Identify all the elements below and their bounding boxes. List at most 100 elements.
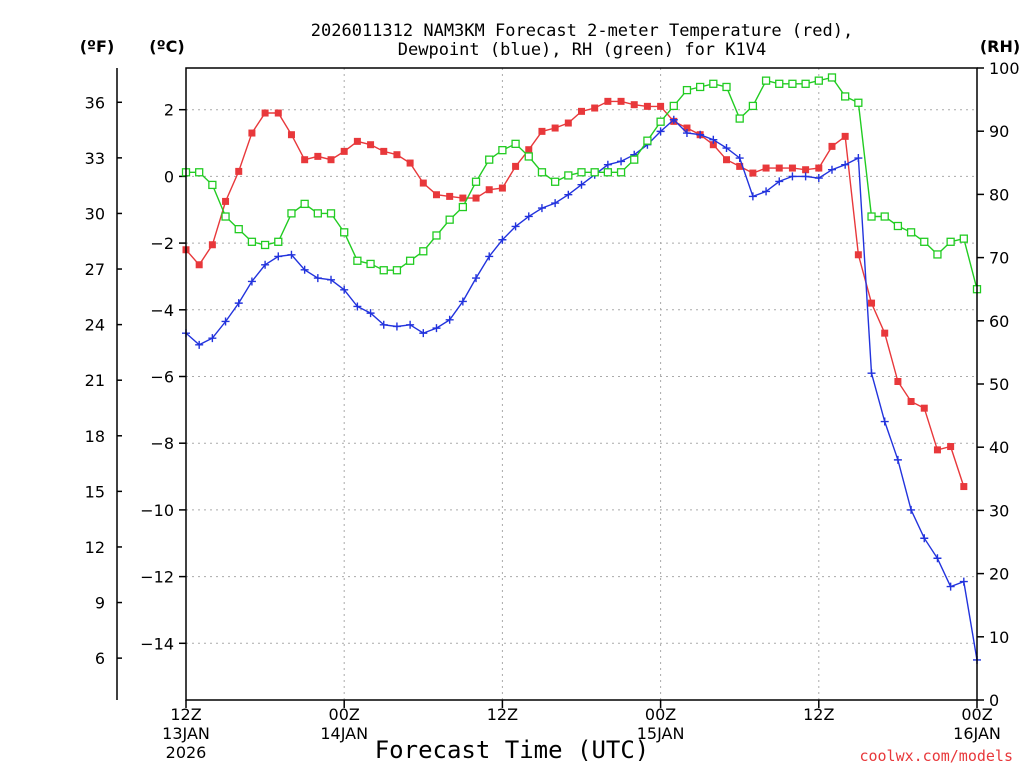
rh-tick-label: 50 <box>989 375 1009 394</box>
dewpoint-point <box>472 274 481 283</box>
rh-point <box>287 209 296 218</box>
rh-point <box>221 212 230 221</box>
rh-point <box>577 168 586 177</box>
dewpoint-point <box>313 274 322 283</box>
rh-point <box>682 85 692 95</box>
time-tick-date: 15JAN <box>637 724 685 743</box>
temperature-point <box>472 194 480 202</box>
dewpoint-point <box>656 127 665 136</box>
time-tick-hour: 12Z <box>803 705 834 724</box>
temperature-point <box>340 147 348 155</box>
temperature-point <box>327 156 335 164</box>
fahrenheit-tick-label: 21 <box>85 371 105 390</box>
rh-point <box>195 168 204 177</box>
rh-point <box>564 171 573 180</box>
time-tick-hour: 12Z <box>170 705 201 724</box>
rh-tick-label: 70 <box>989 249 1009 268</box>
dewpoint-point <box>353 302 362 311</box>
rh-point <box>946 237 955 246</box>
temperature-point <box>525 146 533 154</box>
dewpoint-point <box>485 252 494 261</box>
temperature-point <box>406 159 414 167</box>
rh-point <box>208 180 217 190</box>
fahrenheit-tick-label: 33 <box>85 149 105 168</box>
dewpoint-point <box>247 277 256 286</box>
rh-point <box>445 215 454 224</box>
rh-tick-label: 30 <box>989 501 1009 520</box>
dewpoint-point <box>221 317 230 326</box>
rh-point <box>630 155 639 164</box>
rh-point <box>788 79 797 88</box>
temperature-point <box>222 197 230 205</box>
dewpoint-point <box>551 199 560 208</box>
temperature-point <box>617 97 625 105</box>
dewpoint-point <box>340 285 349 294</box>
rh-point <box>656 117 665 126</box>
rh-point <box>880 212 889 221</box>
temperature-point <box>933 446 941 454</box>
rh-point <box>379 266 388 275</box>
dewpoint-point <box>920 534 929 543</box>
rh-point <box>419 247 428 256</box>
dewpoint-point <box>854 154 863 163</box>
temperature-point <box>749 169 757 177</box>
rh-point <box>300 199 309 209</box>
rh-point <box>247 237 257 246</box>
rh-point <box>761 76 771 85</box>
rh-tick-label: 10 <box>989 628 1009 647</box>
temperature-point <box>854 251 862 259</box>
temperature-point <box>894 377 902 385</box>
temperature-point <box>881 329 889 337</box>
dewpoint-point <box>933 554 942 563</box>
dewpoint-point <box>880 417 889 426</box>
dewpoint-point <box>366 309 375 318</box>
rh-axis-unit: (RH) <box>980 37 1020 56</box>
dewpoint-point <box>432 324 441 333</box>
dewpoint-point <box>801 172 810 181</box>
time-tick-hour: 00Z <box>961 705 992 724</box>
rh-tick-label: 0 <box>989 691 999 710</box>
temperature-point <box>485 186 493 194</box>
dewpoint-point <box>564 190 573 199</box>
temperature-point <box>815 164 823 172</box>
rh-point <box>603 168 613 177</box>
rh-point <box>933 250 942 259</box>
fahrenheit-tick-label: 15 <box>85 482 105 501</box>
rh-point <box>920 237 929 246</box>
rh-point <box>841 92 850 101</box>
rh-point <box>485 155 494 164</box>
temperature-point <box>591 104 599 112</box>
dewpoint-point <box>696 130 705 139</box>
celsius-tick-label: −6 <box>150 367 174 386</box>
dewpoint-point <box>762 187 771 196</box>
dewpoint-point <box>287 250 296 259</box>
time-tick-date: 16JAN <box>953 724 1001 743</box>
rh-point <box>326 209 336 218</box>
temperature-point <box>432 191 440 199</box>
temperature-point <box>248 129 256 137</box>
dewpoint-point <box>511 222 520 231</box>
temperature-point <box>287 131 295 139</box>
rh-point <box>313 209 322 218</box>
x-axis-title: Forecast Time (UTC) <box>375 736 650 764</box>
fahrenheit-tick-label: 27 <box>85 260 105 279</box>
dewpoint-point <box>827 165 836 174</box>
dewpoint-point <box>274 252 283 261</box>
fahrenheit-tick-label: 18 <box>85 427 105 446</box>
temperature-point <box>630 101 638 109</box>
dewpoint-point <box>406 320 415 329</box>
temperature-point <box>353 137 361 145</box>
temperature-point <box>498 184 506 192</box>
dewpoint-point <box>379 320 388 329</box>
temperature-point <box>604 97 612 105</box>
rh-tick-label: 20 <box>989 565 1009 584</box>
celsius-tick-label: −4 <box>150 301 174 320</box>
fahrenheit-tick-label: 30 <box>85 204 105 223</box>
temperature-point <box>512 162 520 170</box>
temperature-point <box>841 132 849 140</box>
temperature-point <box>775 164 783 172</box>
rh-point <box>616 168 626 177</box>
time-tick-hour: 12Z <box>487 705 518 724</box>
dewpoint-point <box>959 577 968 586</box>
